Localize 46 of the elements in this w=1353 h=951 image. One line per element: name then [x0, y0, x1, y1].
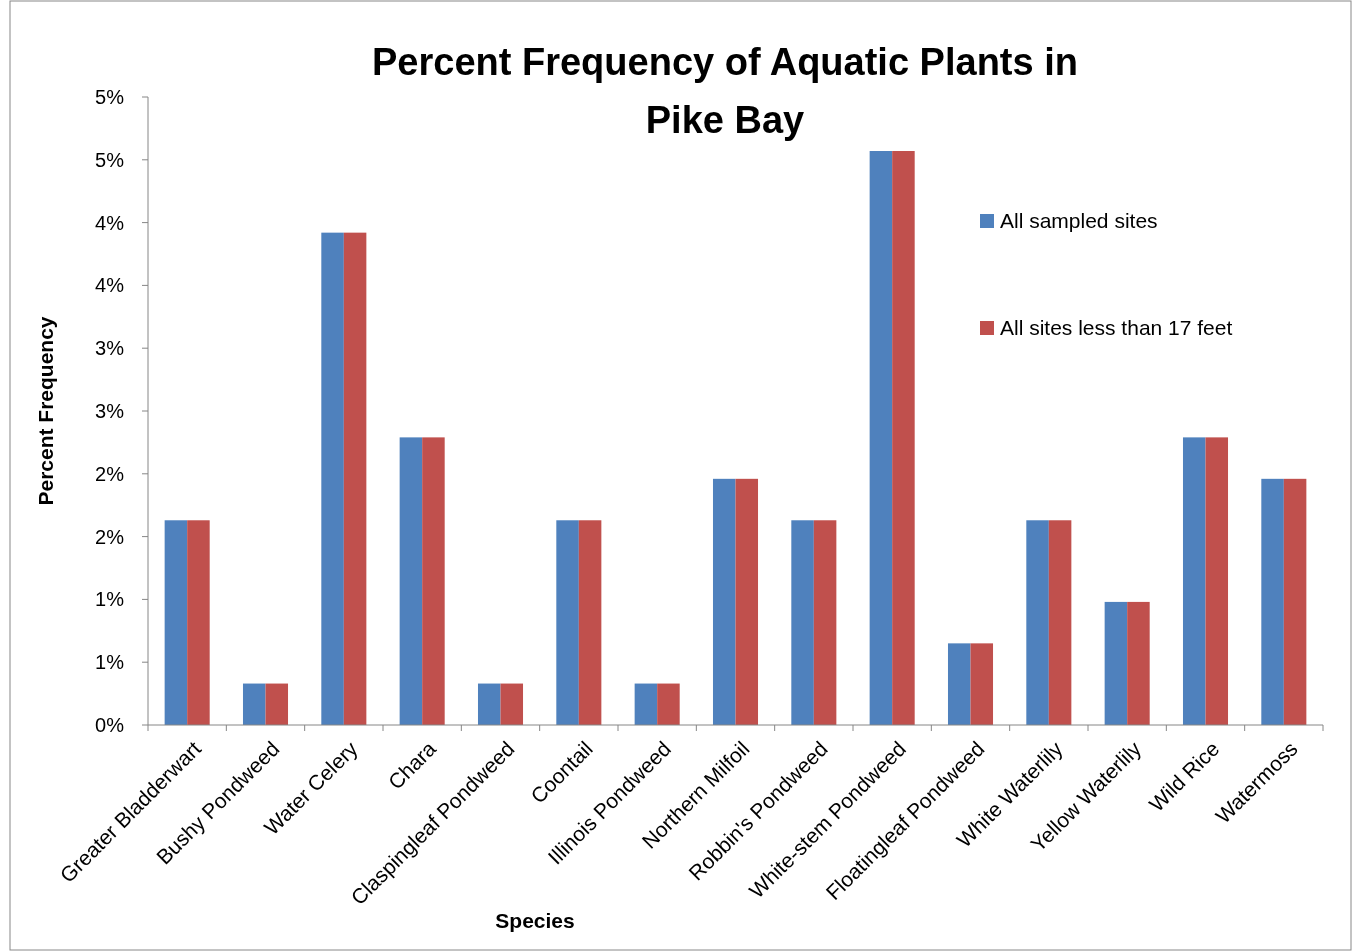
chart-title: Percent Frequency of Aquatic Plants in Pike Bay [372, 41, 1078, 141]
bar [1127, 601, 1150, 725]
y-tick-label: 4% [95, 211, 125, 234]
bar [500, 683, 524, 725]
bar [422, 437, 445, 725]
bar [1261, 478, 1284, 725]
bar [556, 520, 579, 725]
y-tick-label: 1% [95, 588, 125, 611]
bar [399, 437, 423, 725]
y-tick-label: 5% [95, 86, 125, 108]
x-axis-title: Species [495, 909, 575, 932]
bar [321, 232, 344, 725]
bar [1205, 437, 1229, 725]
y-tick-label: 5% [95, 148, 125, 171]
y-tick-label: 0% [95, 714, 125, 736]
bar [892, 151, 915, 725]
bar [735, 478, 759, 725]
y-tick-label: 3% [95, 337, 125, 360]
bar [1048, 520, 1072, 725]
bar [1104, 601, 1128, 725]
bar [634, 683, 658, 725]
y-tick-label: 2% [95, 462, 125, 485]
y-tick-label: 2% [95, 525, 125, 548]
bar [869, 151, 893, 725]
bar [657, 683, 680, 725]
bar [1283, 478, 1307, 725]
bar [1182, 437, 1206, 725]
bar [1026, 520, 1049, 725]
legend-label: All sampled sites [1000, 209, 1158, 233]
y-tick-label: 3% [95, 400, 125, 422]
bar [578, 520, 602, 725]
y-axis-title: Percent Frequency [34, 316, 57, 506]
bar [164, 520, 188, 725]
bar [343, 232, 367, 725]
bar [712, 478, 736, 725]
bar [187, 520, 210, 725]
bar [813, 520, 837, 725]
legend-label: All sites less than 17 feet [1000, 316, 1233, 340]
bar [265, 683, 289, 725]
y-tick-label: 1% [95, 651, 125, 674]
y-tick-label: 4% [95, 274, 125, 297]
bar [970, 643, 994, 725]
bar [242, 683, 266, 725]
bar [477, 683, 501, 725]
bar [791, 520, 814, 725]
bar [947, 643, 971, 725]
